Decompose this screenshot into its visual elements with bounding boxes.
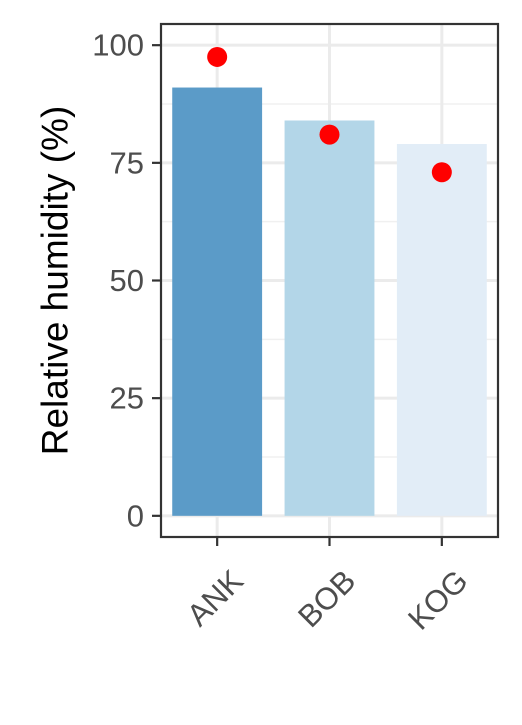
axes: [152, 22, 500, 546]
bars: [172, 87, 487, 516]
bar-kog: [396, 144, 487, 516]
bar-ank: [172, 87, 263, 516]
x-tick-label: KOG: [401, 563, 474, 636]
x-tick-label: BOB: [291, 563, 362, 634]
y-tick-label: 75: [110, 145, 144, 180]
y-tick-label: 25: [110, 381, 144, 416]
y-axis-title: Relative humidity (%): [35, 106, 76, 456]
x-tick-label: ANK: [180, 563, 250, 633]
point-ank: [207, 46, 228, 67]
bar-bob: [284, 120, 375, 516]
point-bob: [319, 124, 340, 145]
points: [207, 46, 452, 183]
point-kog: [431, 162, 452, 183]
y-tick-label: 50: [110, 263, 144, 298]
y-tick-label: 0: [127, 498, 144, 533]
y-tick-label: 100: [92, 28, 144, 63]
